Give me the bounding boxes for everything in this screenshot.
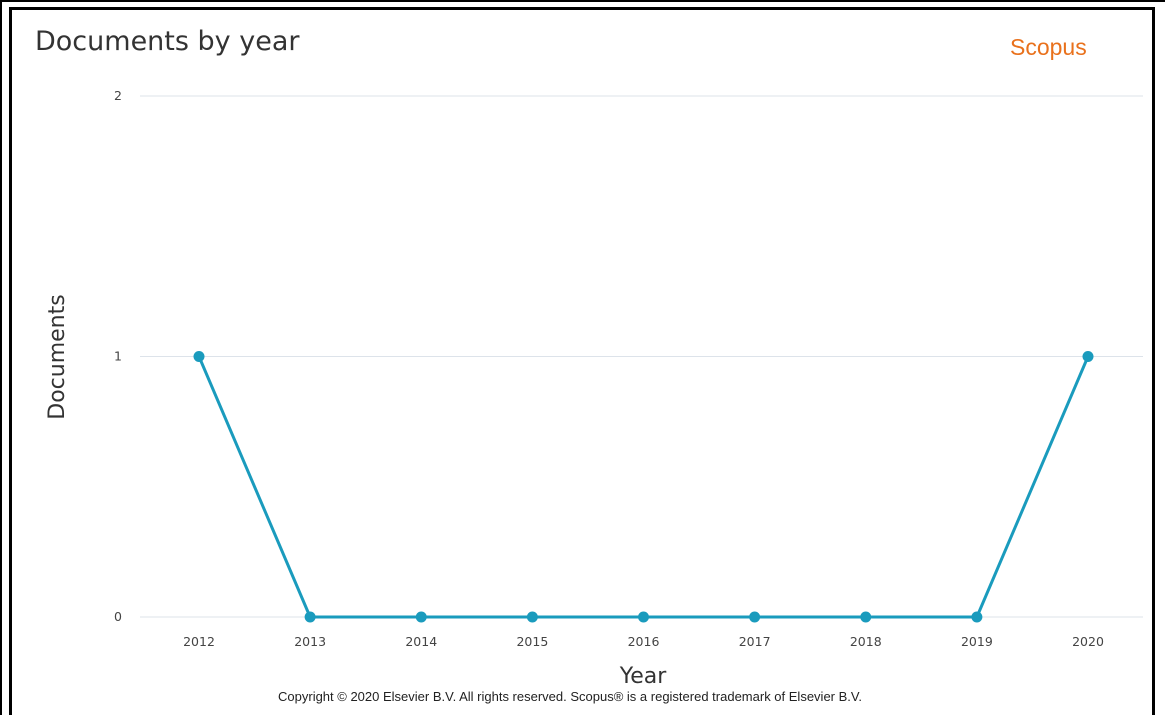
data-point-2017[interactable] <box>749 612 760 623</box>
data-point-2012[interactable] <box>194 351 205 362</box>
copyright-notice: Copyright © 2020 Elsevier B.V. All right… <box>0 689 1140 704</box>
data-point-2014[interactable] <box>416 612 427 623</box>
x-tick-label: 2020 <box>1072 634 1104 649</box>
x-tick-label: 2013 <box>294 634 326 649</box>
y-axis-ticks: 0 1 2 <box>114 88 122 624</box>
y-axis-title: Documents <box>45 294 70 419</box>
series-line <box>199 357 1088 618</box>
y-tick-label: 0 <box>114 609 122 624</box>
x-tick-label: 2012 <box>183 634 215 649</box>
x-axis-title: Year <box>619 664 668 689</box>
x-axis-ticks: 2012 2013 2014 2015 2016 2017 2018 2019 2020 <box>183 634 1104 649</box>
x-tick-label: 2016 <box>628 634 660 649</box>
gridlines <box>140 96 1143 617</box>
data-point-2016[interactable] <box>638 612 649 623</box>
series-documents <box>194 351 1094 623</box>
x-tick-label: 2014 <box>405 634 437 649</box>
x-tick-label: 2015 <box>516 634 548 649</box>
x-tick-label: 2018 <box>850 634 882 649</box>
data-point-2019[interactable] <box>971 612 982 623</box>
data-point-2015[interactable] <box>527 612 538 623</box>
x-tick-label: 2017 <box>739 634 771 649</box>
y-tick-label: 2 <box>114 88 122 103</box>
data-point-2018[interactable] <box>860 612 871 623</box>
y-tick-label: 1 <box>114 349 122 364</box>
data-point-2020[interactable] <box>1083 351 1094 362</box>
data-point-2013[interactable] <box>305 612 316 623</box>
x-tick-label: 2019 <box>961 634 993 649</box>
